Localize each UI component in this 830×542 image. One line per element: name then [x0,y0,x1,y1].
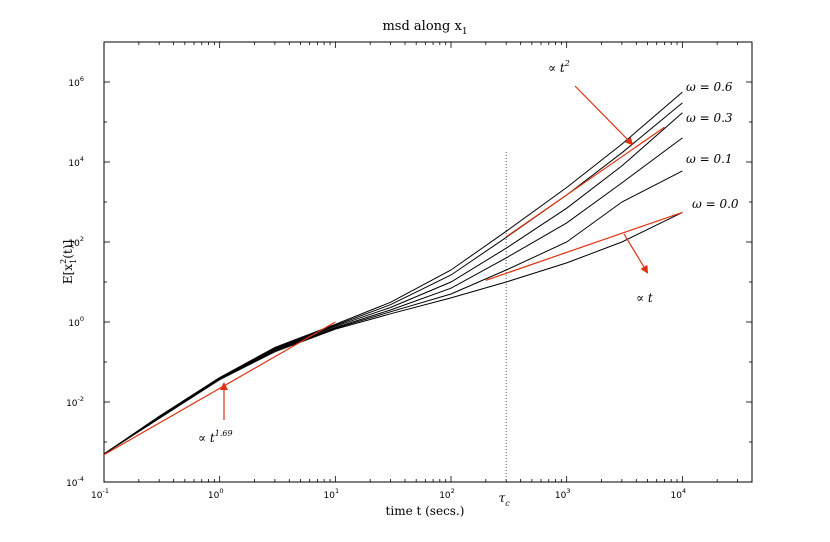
series-line-1 [103,102,683,455]
annotation-t-2-exponent: 2 [564,59,570,68]
x-tick-label-5: 104 [671,487,687,501]
annotation-t: ∝ t [636,291,653,305]
tau-c-subscript: c [505,499,510,508]
y-tick-label-1: 10-2 [66,395,84,409]
x-axis-label: time t (secs.) [386,504,465,518]
annotation-t-1-69-exponent: 1.69 [215,429,233,438]
arrow-t-2 [574,85,634,146]
legend-label-omega-0-6: ω = 0.6 [686,80,733,94]
chart-title: msd along x1 [382,19,467,37]
y-axis-label-tail: (t)] [61,240,75,259]
series-line-3 [103,137,683,455]
axis-ticks [103,41,753,483]
x-tick-label-1: 100 [208,487,224,501]
series-lines [103,91,683,455]
legend-label-omega-0-1: ω = 0.1 [686,152,733,166]
annotation-t-1-69: ∝ t1.69 [198,429,233,445]
fit-lines [103,126,683,456]
y-tick-label-5: 106 [68,75,84,89]
y-axis-label: E[x21(t)] [59,240,78,284]
fit-line-2 [485,211,683,281]
legend-label-omega-0-0: ω = 0.0 [692,197,739,211]
plot-frame [103,41,753,483]
tau-c-label: τc [499,491,511,508]
chart-title-subscript: 1 [462,27,468,37]
y-tick-label-2: 100 [68,315,84,329]
legend: ω = 0.6 ω = 0.3 ω = 0.1 ω = 0.0 [686,80,739,211]
y-tick-label-3: 102 [68,235,84,249]
y-tick-label-4: 104 [68,155,84,169]
legend-label-omega-0-3: ω = 0.3 [686,111,733,125]
x-tick-label-0: 10-1 [91,487,109,501]
annotation-t-2: ∝ t2 [548,59,570,75]
series-line-5 [103,211,683,455]
series-line-4 [103,170,683,455]
axis-tick-labels: 10-1 100 101 102 103 104 10-4 10-2 100 102 104 106 [66,75,686,501]
y-tick-label-0: 10-4 [66,475,84,489]
series-line-2 [103,112,683,455]
arrow-t [623,233,649,274]
y-axis-label-sup: 2 [59,259,68,264]
fit-line-1 [505,126,665,238]
x-tick-label-3: 102 [439,487,455,501]
x-tick-label-2: 101 [324,487,340,501]
fit-line-0 [103,321,336,456]
series-line-0 [103,91,683,455]
x-tick-label-4: 103 [555,487,571,501]
y-axis-label-sub: 1 [69,259,78,264]
